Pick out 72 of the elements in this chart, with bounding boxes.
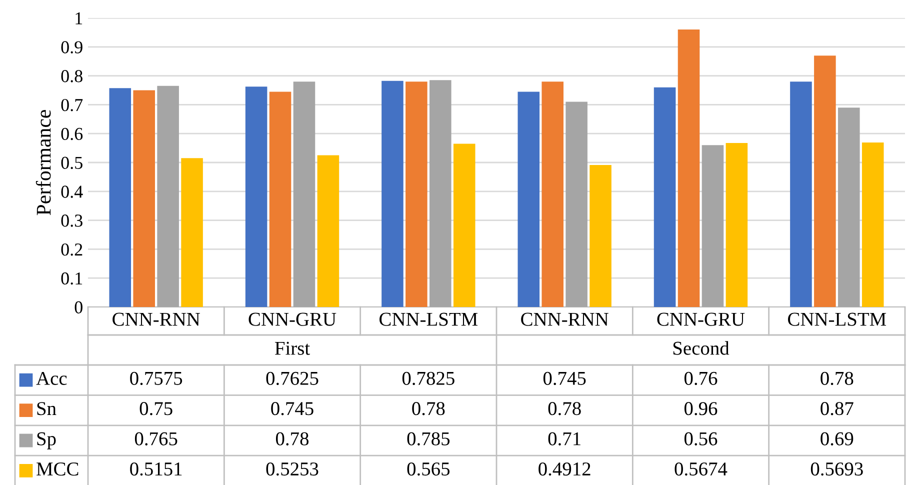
bar xyxy=(157,86,179,307)
legend-label: Sp xyxy=(37,432,56,450)
bar xyxy=(293,82,316,307)
bar xyxy=(406,82,428,307)
y-tick-label: 0.4 xyxy=(61,186,83,198)
data-label: 0.7625 xyxy=(266,372,318,386)
y-tick-label: 0.5 xyxy=(61,156,82,170)
x-tick-label: CNN-RNN xyxy=(112,312,200,326)
data-label: 0.7825 xyxy=(402,372,454,386)
data-label: 0.78 xyxy=(820,372,854,386)
text: Second xyxy=(673,341,730,355)
bar xyxy=(518,92,540,307)
data-label: 0.69 xyxy=(820,432,854,446)
bar xyxy=(678,30,700,307)
x-tick-label: CNN-GRU xyxy=(248,312,336,326)
x-tick-label: CNN-LSTM xyxy=(788,312,886,326)
y-tick-label: 0 xyxy=(74,301,82,314)
data-label: 0.5693 xyxy=(810,462,863,476)
y-tick-label: 0.2 xyxy=(61,243,82,256)
data-label: 0.78 xyxy=(412,402,445,416)
data-label: 0.76 xyxy=(684,372,718,386)
data-label: 0.745 xyxy=(271,402,314,416)
x-tick-label: CNN-GRU xyxy=(657,312,745,326)
y-tick-label: 0.3 xyxy=(61,214,82,227)
data-label: 0.56 xyxy=(684,432,718,446)
bar xyxy=(702,145,724,307)
data-label: 0.565 xyxy=(407,462,450,476)
bar xyxy=(245,86,268,307)
y-tick-label: 0.9 xyxy=(61,41,82,54)
bar xyxy=(109,88,132,307)
bar xyxy=(654,87,676,307)
data-label: 0.5674 xyxy=(674,462,728,476)
data-label: 0.4912 xyxy=(538,462,590,476)
bar xyxy=(453,144,476,307)
data-label: 0.78 xyxy=(548,402,581,416)
data-label: 0.75 xyxy=(140,402,172,416)
data-label: 0.5151 xyxy=(130,462,182,476)
y-axis-title: Performance xyxy=(36,110,51,216)
bar xyxy=(542,82,564,307)
data-label: 0.96 xyxy=(684,402,718,416)
y-tick-label: 0.1 xyxy=(61,272,82,285)
y-tick-label: 1 xyxy=(76,12,82,24)
data-label: 0.765 xyxy=(134,432,178,446)
bar xyxy=(814,56,836,307)
bar xyxy=(862,142,884,307)
data-label: 0.71 xyxy=(548,432,580,446)
bar xyxy=(430,80,452,307)
x-tick-label: CNN-RNN xyxy=(521,312,608,326)
data-label: 0.87 xyxy=(820,402,854,416)
legend-label: Sn xyxy=(37,402,56,416)
bar xyxy=(838,108,860,307)
y-tick-label: 0.7 xyxy=(61,98,83,112)
legend-label: Acc xyxy=(36,372,67,385)
bar xyxy=(590,165,612,307)
bar xyxy=(790,82,812,307)
text: First xyxy=(274,342,310,355)
bar xyxy=(317,155,340,307)
y-tick-label: 0.8 xyxy=(61,70,82,82)
bar xyxy=(726,143,748,307)
data-label: 0.78 xyxy=(276,432,309,446)
bar xyxy=(133,90,155,307)
data-label: 0.785 xyxy=(407,432,450,446)
bar xyxy=(181,158,203,307)
data-label: 0.5253 xyxy=(266,462,318,476)
x-tick-label: CNN-LSTM xyxy=(380,312,478,326)
bar xyxy=(566,102,588,307)
legend-label: MCC xyxy=(36,462,78,476)
y-tick-label: 0.6 xyxy=(61,128,83,140)
bar xyxy=(269,92,292,307)
data-label: 0.745 xyxy=(543,372,586,386)
bar xyxy=(382,80,404,307)
data-label: 0.7575 xyxy=(130,372,182,386)
